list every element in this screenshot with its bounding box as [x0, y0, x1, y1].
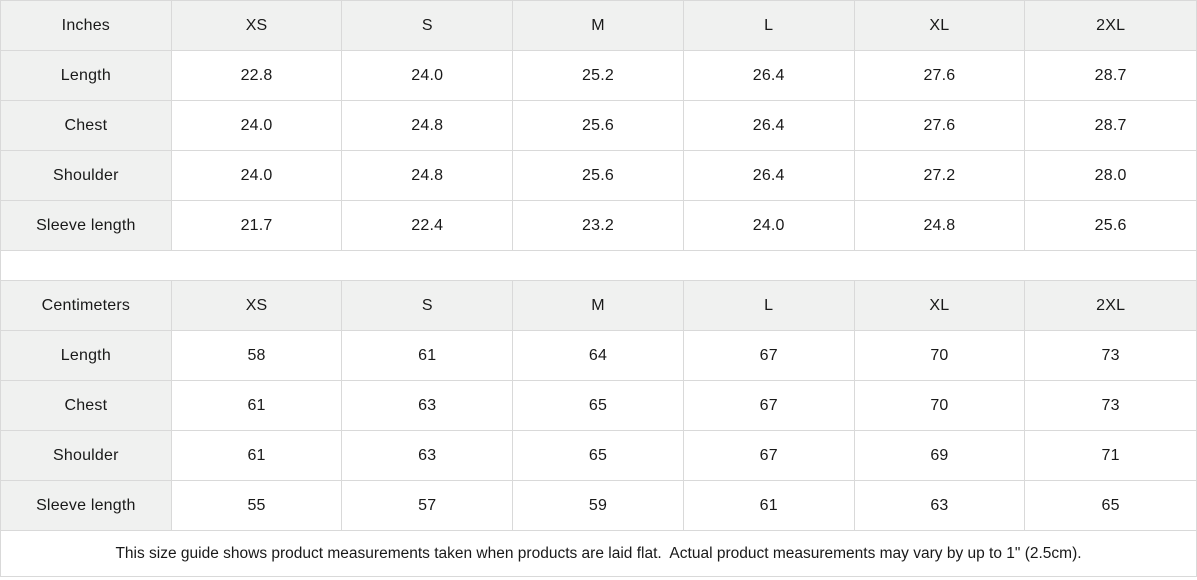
- size-col-header-l: L: [683, 281, 855, 331]
- row-label-sleeve-length: Sleeve length: [1, 481, 172, 531]
- table-spacer: [1, 251, 1196, 281]
- value-cell: 73: [1025, 331, 1196, 381]
- value-cell: 22.4: [342, 201, 514, 251]
- size-col-header-xl: XL: [854, 281, 1026, 331]
- row-label-chest: Chest: [1, 381, 172, 431]
- size-col-header-s: S: [342, 281, 514, 331]
- value-cell: 24.0: [171, 101, 343, 151]
- value-cell: 22.8: [171, 51, 343, 101]
- value-cell: 27.2: [854, 151, 1026, 201]
- value-cell: 65: [513, 431, 684, 481]
- value-cell: 61: [171, 381, 343, 431]
- value-cell: 67: [683, 381, 855, 431]
- value-cell: 73: [1025, 381, 1196, 431]
- value-cell: 61: [683, 481, 855, 531]
- size-col-header-m: M: [513, 281, 684, 331]
- value-cell: 65: [513, 381, 684, 431]
- value-cell: 28.0: [1025, 151, 1196, 201]
- value-cell: 24.8: [342, 151, 514, 201]
- unit-header-inches: Inches: [1, 1, 172, 51]
- size-col-header-xs: XS: [171, 1, 343, 51]
- value-cell: 25.6: [513, 101, 684, 151]
- value-cell: 23.2: [513, 201, 684, 251]
- value-cell: 65: [1025, 481, 1196, 531]
- value-cell: 24.0: [683, 201, 855, 251]
- row-label-length: Length: [1, 331, 172, 381]
- value-cell: 61: [171, 431, 343, 481]
- size-table-centimeters: Centimeters XS S M L XL 2XL Length 58 61…: [1, 281, 1196, 531]
- size-table-inches: Inches XS S M L XL 2XL Length 22.8 24.0 …: [1, 1, 1196, 251]
- size-col-header-m: M: [513, 1, 684, 51]
- value-cell: 28.7: [1025, 51, 1196, 101]
- row-label-shoulder: Shoulder: [1, 151, 172, 201]
- size-col-header-l: L: [683, 1, 855, 51]
- value-cell: 63: [342, 431, 514, 481]
- row-label-chest: Chest: [1, 101, 172, 151]
- value-cell: 21.7: [171, 201, 343, 251]
- size-guide-footnote: This size guide shows product measuremen…: [1, 531, 1196, 576]
- value-cell: 67: [683, 331, 855, 381]
- value-cell: 26.4: [683, 151, 855, 201]
- value-cell: 24.0: [342, 51, 514, 101]
- size-col-header-s: S: [342, 1, 514, 51]
- value-cell: 69: [854, 431, 1026, 481]
- value-cell: 55: [171, 481, 343, 531]
- value-cell: 67: [683, 431, 855, 481]
- value-cell: 63: [342, 381, 514, 431]
- value-cell: 25.6: [513, 151, 684, 201]
- value-cell: 70: [854, 331, 1026, 381]
- value-cell: 26.4: [683, 51, 855, 101]
- value-cell: 64: [513, 331, 684, 381]
- row-label-length: Length: [1, 51, 172, 101]
- value-cell: 26.4: [683, 101, 855, 151]
- unit-header-centimeters: Centimeters: [1, 281, 172, 331]
- value-cell: 28.7: [1025, 101, 1196, 151]
- value-cell: 24.8: [342, 101, 514, 151]
- row-label-shoulder: Shoulder: [1, 431, 172, 481]
- value-cell: 63: [854, 481, 1026, 531]
- value-cell: 25.2: [513, 51, 684, 101]
- value-cell: 59: [513, 481, 684, 531]
- value-cell: 27.6: [854, 101, 1026, 151]
- value-cell: 58: [171, 331, 343, 381]
- value-cell: 61: [342, 331, 514, 381]
- value-cell: 57: [342, 481, 514, 531]
- value-cell: 25.6: [1025, 201, 1196, 251]
- value-cell: 70: [854, 381, 1026, 431]
- row-label-sleeve-length: Sleeve length: [1, 201, 172, 251]
- size-col-header-xs: XS: [171, 281, 343, 331]
- size-col-header-2xl: 2XL: [1025, 281, 1196, 331]
- value-cell: 24.0: [171, 151, 343, 201]
- size-col-header-2xl: 2XL: [1025, 1, 1196, 51]
- value-cell: 24.8: [854, 201, 1026, 251]
- value-cell: 71: [1025, 431, 1196, 481]
- value-cell: 27.6: [854, 51, 1026, 101]
- size-col-header-xl: XL: [854, 1, 1026, 51]
